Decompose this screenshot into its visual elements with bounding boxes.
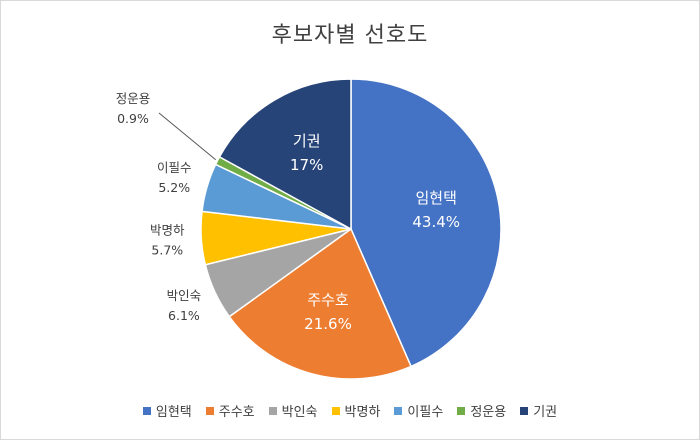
slice-name-label: 박명하 xyxy=(150,222,185,237)
legend-label: 임현택 xyxy=(155,405,192,420)
slice-name-label: 이필수 xyxy=(157,160,192,175)
slice-value-label: 6.1% xyxy=(168,308,200,323)
legend-item: 임현택 xyxy=(142,401,192,420)
legend-label: 주수호 xyxy=(218,405,255,420)
legend-label: 정운용 xyxy=(470,405,507,420)
pie-slices xyxy=(200,78,502,380)
slice-2 xyxy=(228,227,413,380)
slice-1 xyxy=(350,78,502,368)
leader-lines xyxy=(158,112,217,161)
slice-name-label: 기권 xyxy=(293,132,321,150)
legend-swatch xyxy=(142,406,151,415)
slice-name-label: 박인숙 xyxy=(167,288,202,303)
legend-swatch xyxy=(205,406,214,415)
legend-item: 박인숙 xyxy=(268,401,318,420)
slice-value-label: 5.2% xyxy=(158,180,190,195)
slice-value-label: 5.7% xyxy=(151,242,183,257)
slice-value-label: 17% xyxy=(290,156,323,174)
legend-item: 주수호 xyxy=(205,401,255,420)
legend-label: 기권 xyxy=(533,405,558,420)
data-labels: 임현택 43.4% 주수호 21.6% 박인숙 6.1% 박명하 5.7% 이필수 5.2% 정운용… xyxy=(116,91,460,333)
slice-7 xyxy=(218,78,352,231)
legend-swatch xyxy=(394,406,403,415)
legend-item: 박명하 xyxy=(331,401,381,420)
legend-item: 이필수 xyxy=(394,401,443,420)
legend-label: 박인숙 xyxy=(281,405,318,420)
slice-name-label: 정운용 xyxy=(116,91,151,106)
chart-title: 후보자별 선호도 xyxy=(271,23,429,48)
pie-chart: 임현택 43.4% 주수호 21.6% 박인숙 6.1% 박명하 5.7% 이필수 5.2% 정운용… xyxy=(116,78,502,380)
slice-value-label: 0.9% xyxy=(117,111,149,126)
slice-value-label: 21.6% xyxy=(304,315,352,333)
legend-item: 정운용 xyxy=(457,401,506,420)
legend-swatch xyxy=(520,406,529,415)
legend: 임현택 주수호 박인숙 박명하 이필수 정운용 기권 xyxy=(1,401,699,420)
legend-swatch xyxy=(268,406,277,415)
slice-value-label: 43.4% xyxy=(412,213,460,231)
legend-label: 박명하 xyxy=(344,405,381,420)
legend-item: 기권 xyxy=(520,401,557,420)
slice-name-label: 주수호 xyxy=(307,291,349,309)
legend-label: 이필수 xyxy=(407,405,444,420)
legend-swatch xyxy=(331,406,340,415)
leader-line xyxy=(158,112,217,161)
legend-swatch xyxy=(457,406,466,415)
slice-name-label: 임현택 xyxy=(415,189,456,207)
